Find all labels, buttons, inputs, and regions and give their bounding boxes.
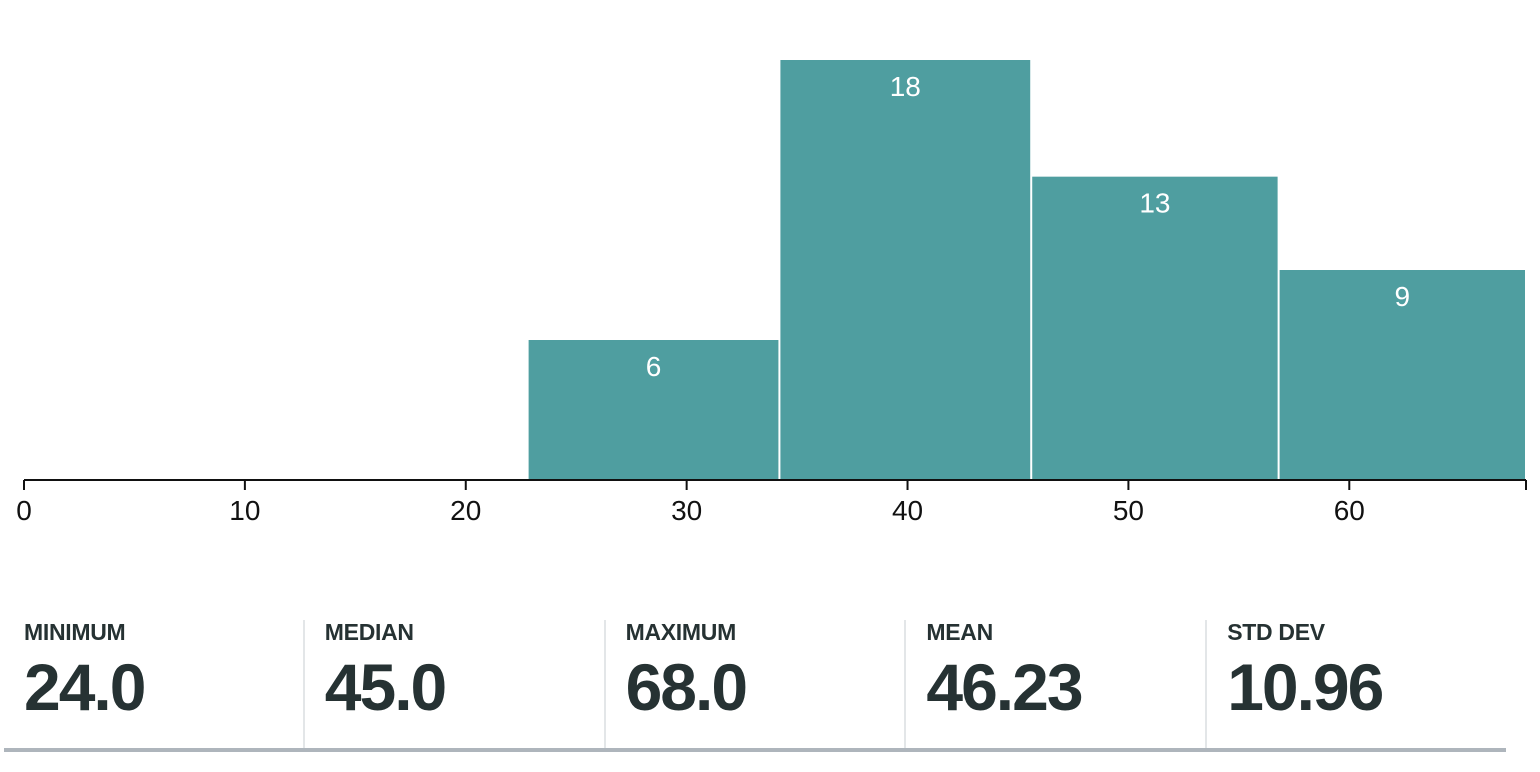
stat-minimum: MINIMUM 24.0 [4,620,303,748]
bar-count-label: 18 [890,71,921,102]
bar-count-label: 9 [1395,281,1411,312]
stat-mean-label: MEAN [926,619,993,645]
x-axis-tick-label: 40 [892,495,923,526]
stat-minimum-label: MINIMUM [24,619,126,645]
histogram-bar [528,340,779,480]
x-axis-tick-label: 30 [671,495,702,526]
stat-std-dev-value: 10.96 [1227,650,1384,724]
x-axis-tick-label: 50 [1113,495,1144,526]
stat-maximum: MAXIMUM 68.0 [603,619,905,748]
stat-maximum-value: 68.0 [625,650,748,724]
bar-labels-layer: 6 18 13 9 [646,71,1410,382]
x-axis-tick-label: 60 [1334,495,1365,526]
stat-median-value: 45.0 [324,650,447,724]
histogram-bar [780,60,1031,480]
histogram-chart: 6 18 13 9 0 10 20 30 40 50 60 [16,60,1527,526]
stat-std-dev: STD DEV 10.96 [1205,620,1506,748]
bars-layer [528,60,1525,480]
stat-mean: MEAN 46.23 [904,620,1205,748]
stat-std-dev-label: STD DEV [1227,619,1325,645]
histogram-bar [1279,270,1525,480]
summary-stats: MINIMUM 24.0 MEDIAN 45.0 MAXIMUM 68.0 ME… [4,620,1506,752]
x-axis-tick-label: 20 [450,495,481,526]
bar-count-label: 13 [1139,188,1170,219]
stat-maximum-label: MAXIMUM [625,619,737,645]
x-axis-tick-label: 10 [229,495,260,526]
x-axis: 0 10 20 30 40 50 60 [16,479,1527,526]
stat-median: MEDIAN 45.0 [302,619,604,748]
histogram-bar [1032,176,1278,480]
stat-minimum-value: 24.0 [24,650,146,724]
stat-median-label: MEDIAN [324,619,414,645]
bar-count-label: 6 [646,351,662,382]
stat-mean-value: 46.23 [926,650,1083,724]
x-axis-tick-label: 0 [16,495,32,526]
